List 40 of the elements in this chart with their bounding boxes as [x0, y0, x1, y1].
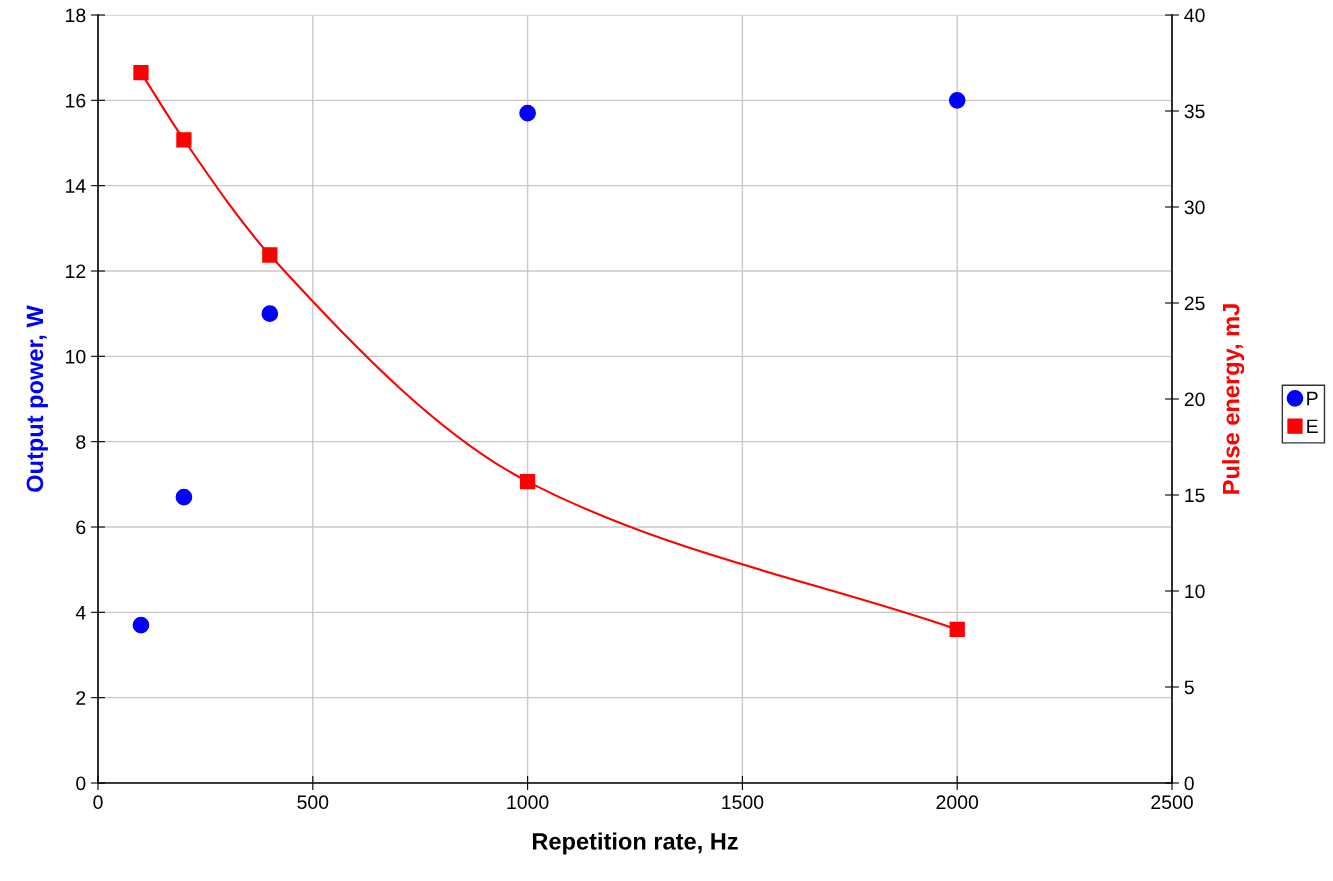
point — [519, 473, 536, 490]
x-tick-label: 2500 — [1151, 795, 1193, 810]
y-axis-title: Output power, W — [26, 305, 48, 492]
y-tick-label: 6 — [76, 520, 86, 535]
y2-tick-label: 30 — [1184, 200, 1205, 215]
y-tick-label: 10 — [66, 349, 86, 364]
point — [262, 247, 278, 263]
y-tick-label: 4 — [75, 606, 86, 620]
point — [175, 488, 193, 506]
x-axis-title: Repetition rate, Hz — [532, 832, 738, 855]
y-tick-label: 16 — [66, 93, 86, 108]
y2-tick-label: 15 — [1185, 488, 1205, 503]
y2-tick-label: 25 — [1184, 296, 1205, 311]
legend-label: E — [1307, 419, 1318, 434]
x-tick-label: 0 — [93, 795, 103, 810]
x-tick-label: 1500 — [722, 795, 764, 810]
y2-tick-label: 5 — [1184, 680, 1194, 695]
y-tick-label: 12 — [66, 264, 86, 279]
legend-label: P — [1307, 391, 1318, 406]
y-tick-label: 0 — [76, 776, 86, 791]
point — [949, 621, 965, 638]
y-tick-label: 14 — [66, 179, 86, 193]
x-tick-label: 1000 — [507, 795, 549, 810]
y2-tick-label: 10 — [1185, 584, 1205, 599]
y-tick-label: 8 — [76, 435, 86, 449]
point — [176, 132, 192, 148]
point — [132, 616, 150, 634]
y2-tick-label: 20 — [1184, 392, 1205, 407]
point — [948, 91, 966, 109]
point — [261, 305, 279, 323]
y2-axis-title: Pulse energy, mJ — [1222, 304, 1245, 494]
y-tick-label: 18 — [66, 8, 86, 23]
point — [519, 104, 536, 122]
point — [133, 64, 149, 81]
y2-tick-label: 0 — [1184, 776, 1194, 791]
y2-tick-label: 40 — [1184, 8, 1205, 23]
x-tick-label: 500 — [297, 795, 329, 810]
y2-tick-label: 35 — [1184, 104, 1205, 119]
x-tick-label: 2000 — [936, 795, 979, 810]
y-tick-label: 2 — [76, 691, 86, 705]
